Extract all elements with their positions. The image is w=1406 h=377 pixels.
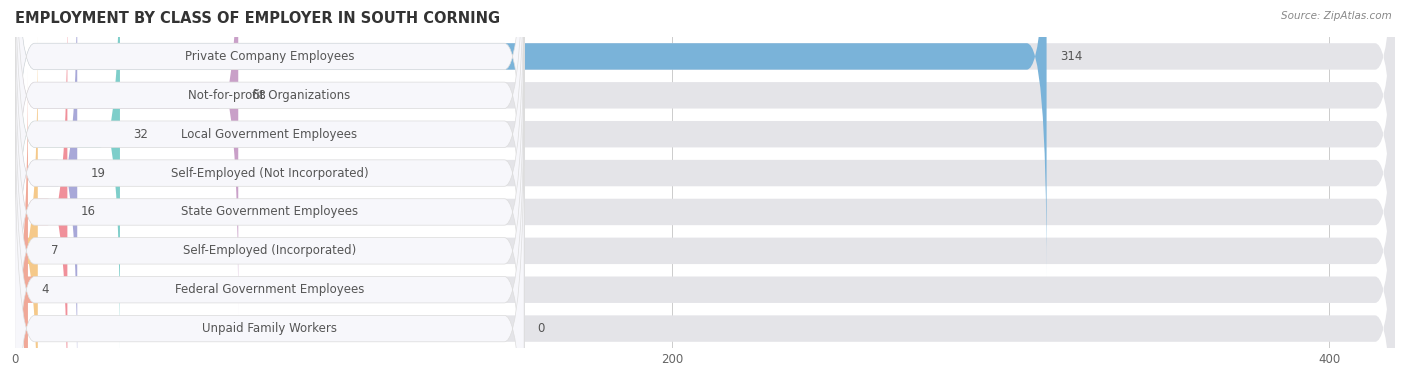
Text: 19: 19 <box>90 167 105 179</box>
FancyBboxPatch shape <box>15 0 67 377</box>
Text: 68: 68 <box>252 89 266 102</box>
FancyBboxPatch shape <box>15 0 1395 354</box>
Text: Unpaid Family Workers: Unpaid Family Workers <box>202 322 337 335</box>
Text: Self-Employed (Not Incorporated): Self-Employed (Not Incorporated) <box>170 167 368 179</box>
FancyBboxPatch shape <box>15 109 524 377</box>
FancyBboxPatch shape <box>15 0 1395 316</box>
Text: 7: 7 <box>51 244 59 257</box>
FancyBboxPatch shape <box>15 0 524 377</box>
FancyBboxPatch shape <box>15 0 1395 276</box>
Text: 16: 16 <box>80 205 96 218</box>
Text: Source: ZipAtlas.com: Source: ZipAtlas.com <box>1281 11 1392 21</box>
Text: Self-Employed (Incorporated): Self-Employed (Incorporated) <box>183 244 356 257</box>
FancyBboxPatch shape <box>15 70 1395 377</box>
Text: EMPLOYMENT BY CLASS OF EMPLOYER IN SOUTH CORNING: EMPLOYMENT BY CLASS OF EMPLOYER IN SOUTH… <box>15 11 501 26</box>
FancyBboxPatch shape <box>15 0 1395 377</box>
FancyBboxPatch shape <box>15 31 1395 377</box>
FancyBboxPatch shape <box>15 0 524 276</box>
Text: Private Company Employees: Private Company Employees <box>184 50 354 63</box>
FancyBboxPatch shape <box>15 0 1395 377</box>
FancyBboxPatch shape <box>15 31 38 377</box>
Text: State Government Employees: State Government Employees <box>181 205 359 218</box>
Text: Federal Government Employees: Federal Government Employees <box>174 283 364 296</box>
FancyBboxPatch shape <box>15 0 524 377</box>
FancyBboxPatch shape <box>15 109 1395 377</box>
FancyBboxPatch shape <box>15 0 120 354</box>
FancyBboxPatch shape <box>15 0 524 354</box>
Text: Not-for-profit Organizations: Not-for-profit Organizations <box>188 89 350 102</box>
FancyBboxPatch shape <box>15 70 524 377</box>
Text: 4: 4 <box>41 283 49 296</box>
FancyBboxPatch shape <box>15 31 524 377</box>
Text: 0: 0 <box>537 322 544 335</box>
FancyBboxPatch shape <box>15 0 1046 276</box>
Text: Local Government Employees: Local Government Employees <box>181 128 357 141</box>
FancyBboxPatch shape <box>15 0 77 377</box>
Text: 32: 32 <box>134 128 148 141</box>
Text: 314: 314 <box>1060 50 1083 63</box>
FancyBboxPatch shape <box>15 0 524 316</box>
FancyBboxPatch shape <box>8 70 35 377</box>
FancyBboxPatch shape <box>15 0 238 316</box>
